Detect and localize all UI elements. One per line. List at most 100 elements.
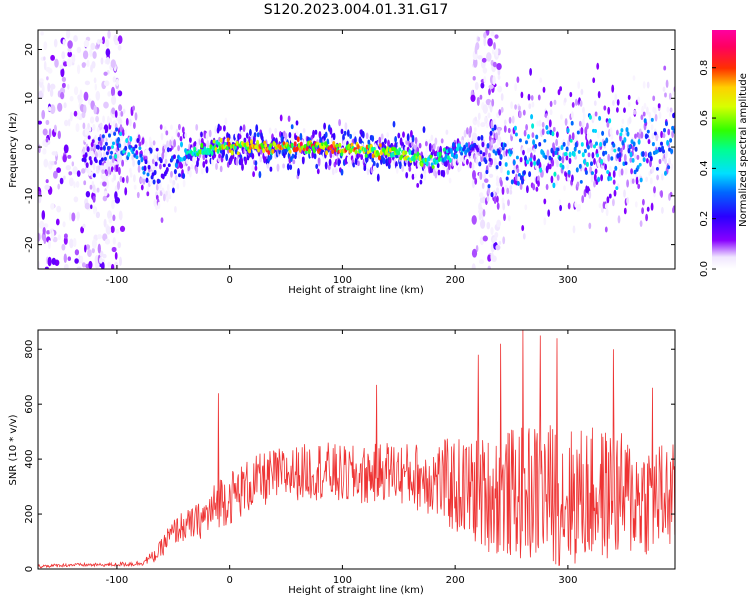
spectrogram-point [352, 162, 356, 168]
spectrogram-point [568, 157, 572, 165]
spectrogram-point [626, 131, 630, 137]
spectrogram-point [555, 138, 558, 147]
spectrogram-point [483, 31, 487, 39]
spectrogram-point [290, 124, 294, 130]
spectrogram-point [496, 175, 499, 183]
spectrogram-point [181, 126, 185, 134]
spectrogram-point [98, 159, 102, 166]
spectrogram-point [354, 136, 357, 145]
spectrogram-point [488, 152, 491, 158]
spectrogram-point [617, 215, 621, 224]
spectrogram-point [118, 143, 122, 148]
spectrogram-point [119, 131, 123, 137]
spectrogram-point [82, 50, 89, 60]
spectrogram-point [343, 130, 347, 136]
spectrogram-point [571, 174, 574, 183]
spectrogram-point [516, 167, 520, 174]
spectrogram-point [168, 194, 172, 200]
spectrogram-point [430, 134, 434, 141]
spectrogram-point [580, 142, 584, 147]
spectrogram-point [111, 107, 116, 115]
spectrogram-point [159, 181, 162, 190]
spectrogram-point [142, 170, 146, 175]
spectrogram-point [531, 132, 535, 139]
spectrogram-point [642, 81, 646, 89]
spectrogram-point [615, 186, 619, 191]
spectrogram-point [606, 196, 610, 204]
spectrogram-point [47, 82, 51, 92]
spectrogram-point [216, 148, 220, 154]
spectrogram-point [495, 132, 498, 141]
spectrogram-point [147, 164, 151, 170]
spectrogram-point [527, 134, 530, 140]
spectrogram-point [526, 159, 529, 165]
spectrogram-point [438, 151, 442, 158]
spectrogram-point [411, 173, 415, 180]
spectrogram-point [328, 158, 332, 167]
spectrogram-point [624, 167, 628, 175]
spectrogram-point [372, 160, 376, 167]
spectrogram-point [490, 252, 494, 261]
spectrogram-point [50, 54, 55, 61]
spectrogram-point [299, 132, 303, 141]
spectrogram-point [474, 44, 478, 55]
spectrogram-point [112, 214, 116, 222]
colorbar-label: Normalized spectral amplitude [738, 73, 749, 227]
spectrogram-point [619, 132, 623, 137]
spectrogram-point [634, 201, 638, 208]
spectrogram-point [534, 143, 538, 150]
spectrogram-point [563, 97, 567, 103]
spectrogram-point [107, 145, 110, 151]
spectrogram-point [342, 139, 346, 146]
spectrogram-point [53, 38, 58, 48]
spectrogram-point [425, 161, 429, 167]
spectrogram-point [100, 157, 104, 162]
spectrogram-point [292, 159, 296, 165]
spectrogram-point [528, 103, 532, 110]
spectrogram-point [182, 179, 186, 188]
spectrogram-point [190, 164, 194, 170]
spectrogram-point [99, 256, 103, 264]
spectrogram-point [672, 205, 675, 211]
spectrogram-point [101, 137, 105, 143]
spectrogram-point [105, 39, 110, 48]
snr-y-tick-label: 600 [24, 395, 35, 414]
spectrogram-point [651, 141, 655, 147]
spectrogram-point [627, 94, 631, 100]
spectrogram-point [107, 261, 111, 268]
spectrogram-point [110, 225, 115, 234]
spectrogram-point [128, 144, 132, 150]
spectrogram-point [73, 35, 78, 42]
spectrogram-point [509, 185, 513, 191]
spectrogram-point [101, 169, 105, 174]
spectrogram-x-tick-label: 200 [446, 275, 465, 286]
spectrogram-point [434, 170, 438, 179]
spectrogram-point [103, 80, 110, 87]
spectrogram-point [418, 155, 422, 162]
spectrogram-point [107, 166, 111, 175]
spectrogram-point [477, 112, 481, 121]
spectrogram-point [378, 136, 382, 144]
spectrogram-point [288, 149, 292, 154]
spectrogram-point [556, 159, 559, 168]
spectrogram-point [558, 199, 562, 206]
spectrogram-point [623, 207, 627, 215]
spectrogram-point [55, 218, 60, 226]
spectrogram-point [74, 249, 80, 256]
spectrogram-point [163, 193, 166, 202]
spectrogram-point [552, 145, 556, 151]
spectrogram-point [607, 106, 611, 115]
spectrogram-point [559, 86, 562, 92]
spectrogram-point [563, 185, 566, 191]
spectrogram-point [118, 210, 123, 221]
spectrogram-point [72, 237, 77, 248]
spectrogram-point [250, 139, 253, 145]
spectrogram-point [663, 65, 667, 71]
spectrogram-point [110, 86, 116, 97]
spectrogram-point [57, 183, 61, 190]
spectrogram-point [440, 138, 444, 144]
spectrogram-point [145, 148, 149, 157]
spectrogram-point [610, 156, 614, 161]
spectrogram-point [487, 265, 491, 269]
spectrogram-point [507, 127, 511, 134]
